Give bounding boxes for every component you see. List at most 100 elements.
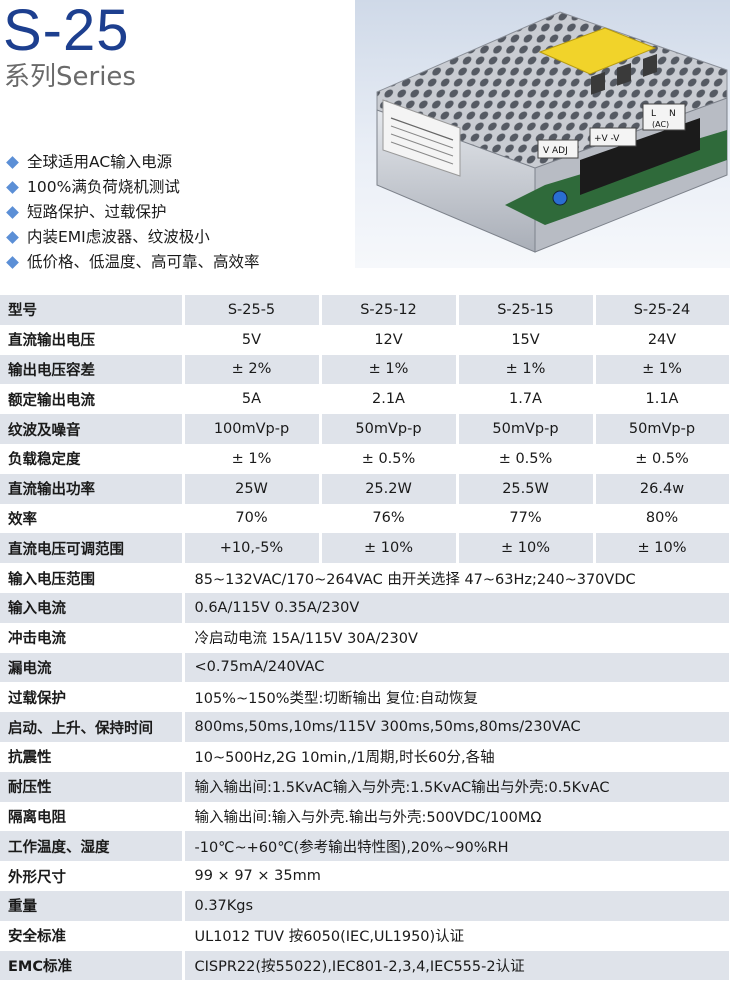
table-cell: ± 0.5%: [594, 443, 730, 474]
v-adj-label: V ADJ: [543, 146, 568, 156]
diamond-bullet-icon: [6, 230, 19, 244]
diamond-bullet-icon: [6, 205, 19, 219]
table-cell: UL1012 TUV 按6050(IEC,UL1950)认证: [183, 920, 730, 951]
table-cell: 70%: [183, 503, 322, 534]
table-cell: 输入输出间:输入与外壳.输出与外壳:500VDC/100MΩ: [183, 801, 730, 832]
table-cell: ± 0.5%: [457, 443, 596, 474]
series-subtitle: 系列Series: [4, 62, 136, 92]
table-cell: 2.1A: [320, 384, 459, 415]
feature-text: 100%满负荷烧机测试: [27, 178, 180, 196]
row-label: 直流输出功率: [0, 473, 185, 504]
feature-item: 全球适用AC输入电源: [4, 150, 260, 175]
row-label: 输出电压容差: [0, 354, 185, 385]
table-cell: 10~500Hz,2G 10min,/1周期,时长60分,各轴: [183, 741, 730, 772]
feature-text: 低价格、低温度、高可靠、高效率: [27, 253, 260, 271]
feature-item: 100%满负荷烧机测试: [4, 175, 260, 200]
table-cell: 5A: [183, 384, 322, 415]
table-cell: 25.2W: [320, 473, 459, 504]
table-cell: 80%: [594, 503, 730, 534]
table-row: 纹波及噪音 100mVp-p 50mVp-p 50mVp-p 50mVp-p: [0, 414, 730, 444]
table-row: 输出电压容差 ± 2% ± 1% ± 1% ± 1%: [0, 354, 730, 385]
table-row: 安全标准 UL1012 TUV 按6050(IEC,UL1950)认证: [0, 920, 730, 951]
table-cell: 26.4w: [594, 473, 730, 504]
table-cell: 25W: [183, 473, 322, 504]
table-cell: 800ms,50ms,10ms/115V 300ms,50ms,80ms/230…: [183, 712, 730, 742]
row-label: 输入电流: [0, 592, 185, 623]
table-cell: 50mVp-p: [594, 414, 730, 444]
diamond-bullet-icon: [6, 180, 19, 194]
table-cell: 99 × 97 × 35mm: [183, 861, 730, 891]
table-row: 负载稳定度 ± 1% ± 0.5% ± 0.5% ± 0.5%: [0, 443, 730, 474]
table-cell: 5V: [183, 324, 322, 355]
row-label: 过载保护: [0, 682, 185, 713]
feature-item: 低价格、低温度、高可靠、高效率: [4, 250, 260, 275]
row-label: 漏电流: [0, 652, 185, 683]
output-terminal-label: +V -V: [594, 134, 620, 144]
row-label: 外形尺寸: [0, 861, 185, 891]
row-label: 安全标准: [0, 920, 185, 951]
table-row: 抗震性 10~500Hz,2G 10min,/1周期,时长60分,各轴: [0, 741, 730, 772]
diamond-bullet-icon: [6, 255, 19, 269]
table-row: 过载保护 105%~150%类型:切断输出 复位:自动恢复: [0, 682, 730, 713]
product-title: S-25: [3, 0, 130, 63]
table-row: 外形尺寸 99 × 97 × 35mm: [0, 861, 730, 891]
row-label: 隔离电阻: [0, 801, 185, 832]
table-cell: ± 10%: [320, 533, 459, 564]
table-cell: ± 10%: [594, 533, 730, 564]
table-row: 直流电压可调范围 +10,-5% ± 10% ± 10% ± 10%: [0, 533, 730, 564]
row-label: 额定输出电流: [0, 384, 185, 415]
table-cell: 输入输出间:1.5KvAC输入与外壳:1.5KvAC输出与外壳:0.5KvAC: [183, 771, 730, 802]
table-cell: 0.6A/115V 0.35A/230V: [183, 592, 730, 623]
table-row: 输入电压范围 85~132VAC/170~264VAC 由开关选择 47~63H…: [0, 563, 730, 593]
table-cell: ± 10%: [457, 533, 596, 564]
table-cell: 1.7A: [457, 384, 596, 415]
row-label: 输入电压范围: [0, 563, 185, 593]
table-cell: 1.1A: [594, 384, 730, 415]
table-row: 隔离电阻 输入输出间:输入与外壳.输出与外壳:500VDC/100MΩ: [0, 801, 730, 832]
row-label: 启动、上升、保持时间: [0, 712, 185, 742]
table-cell: 77%: [457, 503, 596, 534]
table-cell: ± 2%: [183, 354, 322, 385]
table-cell: ± 1%: [457, 354, 596, 385]
diamond-bullet-icon: [6, 155, 19, 169]
table-cell: ± 0.5%: [320, 443, 459, 474]
feature-text: 内装EMI虑波器、纹波极小: [27, 228, 210, 246]
row-label: 耐压性: [0, 771, 185, 802]
table-cell: -10℃~+60℃(参考输出特性图),20%~90%RH: [183, 831, 730, 862]
row-label: 工作温度、湿度: [0, 831, 185, 862]
table-cell: 76%: [320, 503, 459, 534]
table-row: 冲击电流 冷启动电流 15A/115V 30A/230V: [0, 622, 730, 653]
feature-item: 短路保护、过载保护: [4, 200, 260, 225]
feature-text: 全球适用AC输入电源: [27, 153, 173, 171]
row-label: 冲击电流: [0, 622, 185, 653]
table-cell: ± 1%: [183, 443, 322, 474]
power-supply-illustration: V ADJ +V -V L N (AC): [376, 11, 728, 253]
row-label: 负载稳定度: [0, 443, 185, 474]
row-label: 型号: [0, 295, 185, 325]
feature-text: 短路保护、过载保护: [27, 203, 167, 221]
table-cell: 0.37Kgs: [183, 890, 730, 921]
line-terminal-label: L: [651, 109, 656, 119]
table-cell: 25.5W: [457, 473, 596, 504]
table-cell: +10,-5%: [183, 533, 322, 564]
table-cell: 100mVp-p: [183, 414, 322, 444]
table-cell: 105%~150%类型:切断输出 复位:自动恢复: [183, 682, 730, 713]
row-label: 纹波及噪音: [0, 414, 185, 444]
table-cell: ± 1%: [320, 354, 459, 385]
table-header-row: 型号 S-25-5 S-25-12 S-25-15 S-25-24: [0, 295, 730, 325]
table-cell: 50mVp-p: [320, 414, 459, 444]
table-cell: 24V: [594, 324, 730, 355]
row-label: EMC标准: [0, 950, 185, 981]
row-label: 直流输出电压: [0, 324, 185, 355]
table-row: 效率 70% 76% 77% 80%: [0, 503, 730, 534]
feature-item: 内装EMI虑波器、纹波极小: [4, 225, 260, 250]
table-row: 启动、上升、保持时间 800ms,50ms,10ms/115V 300ms,50…: [0, 712, 730, 742]
row-label: 重量: [0, 890, 185, 921]
table-cell: 15V: [457, 324, 596, 355]
model-name: S-25-15: [457, 295, 596, 325]
model-name: S-25-12: [320, 295, 459, 325]
row-label: 直流电压可调范围: [0, 533, 185, 564]
table-cell: 冷启动电流 15A/115V 30A/230V: [183, 622, 730, 653]
table-row: 额定输出电流 5A 2.1A 1.7A 1.1A: [0, 384, 730, 415]
table-cell: 50mVp-p: [457, 414, 596, 444]
